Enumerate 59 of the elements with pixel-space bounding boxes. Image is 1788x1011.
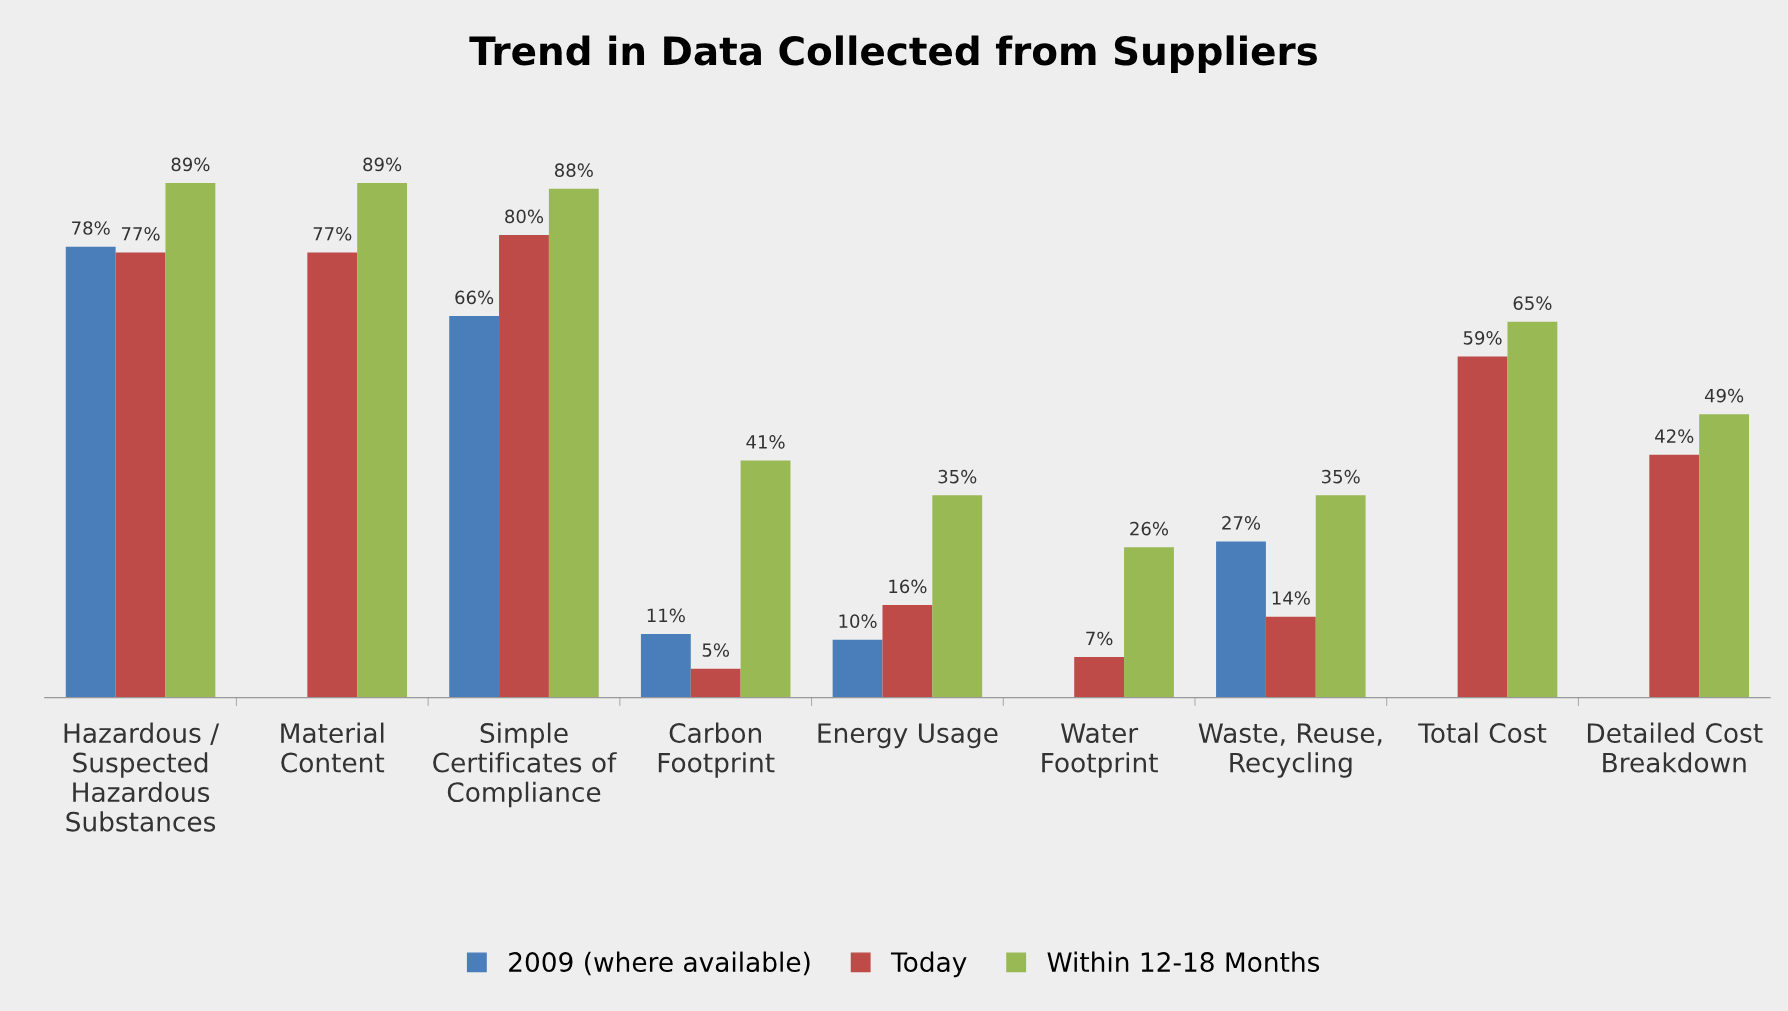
data-label: 27% xyxy=(1222,516,1261,530)
bar xyxy=(65,246,116,698)
data-label: 42% xyxy=(1655,429,1694,443)
x-tick-label: Hazardous / Suspected Hazardous Substances xyxy=(64,722,220,832)
data-label: 35% xyxy=(938,469,977,484)
bar xyxy=(1265,616,1316,698)
bar xyxy=(115,252,166,698)
data-label: 49% xyxy=(1704,388,1744,403)
data-label: 80% xyxy=(505,209,544,224)
data-label: 41% xyxy=(746,435,785,449)
data-label: 59% xyxy=(1463,331,1502,345)
data-label: 78% xyxy=(72,221,110,235)
data-label: 77% xyxy=(121,226,160,241)
data-label: 16% xyxy=(889,579,927,594)
bar xyxy=(357,183,408,698)
x-tick-label: Energy Usage xyxy=(818,723,998,749)
data-label: 89% xyxy=(363,157,402,172)
legend-label: 2009 (where available) xyxy=(509,951,810,976)
data-label: 11% xyxy=(647,608,685,623)
bar xyxy=(307,252,358,698)
data-label: 10% xyxy=(839,614,877,628)
bar xyxy=(1699,414,1750,698)
chart-title: Trend in Data Collected from Suppliers xyxy=(469,35,1317,74)
x-tick-label: Material Content xyxy=(281,722,385,773)
bar xyxy=(1507,321,1558,698)
data-label: 26% xyxy=(1130,521,1169,536)
bar xyxy=(548,188,599,698)
bar xyxy=(690,668,741,698)
bar xyxy=(165,183,216,698)
bar xyxy=(1124,547,1174,698)
bar xyxy=(1315,495,1366,698)
bar xyxy=(1649,454,1700,698)
data-label: 14% xyxy=(1272,591,1310,605)
data-label: 7% xyxy=(1086,631,1113,646)
bar xyxy=(740,460,791,698)
x-tick-label: Total Cost xyxy=(1418,722,1547,744)
x-tick-label: Water Footprint xyxy=(1042,723,1158,778)
data-label: 65% xyxy=(1513,296,1552,310)
data-label: 89% xyxy=(171,157,210,172)
bar xyxy=(1074,657,1125,698)
legend-label: Within 12-18 Months xyxy=(1047,951,1320,973)
data-label: 66% xyxy=(455,290,494,305)
x-tick-label: Waste, Reuse, Recycling xyxy=(1198,723,1382,778)
data-label: 88% xyxy=(554,163,593,178)
bar xyxy=(882,605,933,698)
x-tick-label: Carbon Footprint xyxy=(658,722,775,778)
bar xyxy=(499,235,549,698)
bar xyxy=(1216,541,1266,698)
x-tick-label: Detailed Cost Breakdown xyxy=(1587,722,1763,773)
bar xyxy=(832,639,883,698)
bar xyxy=(640,634,691,698)
data-label: 77% xyxy=(313,226,352,241)
legend-label: Today xyxy=(890,951,967,978)
data-label: 5% xyxy=(702,643,730,657)
bar xyxy=(449,316,500,698)
data-label: 35% xyxy=(1321,469,1360,484)
bar xyxy=(932,495,983,698)
x-tick-label: Simple Certificates of Compliance xyxy=(433,722,617,808)
bar xyxy=(1457,356,1508,698)
